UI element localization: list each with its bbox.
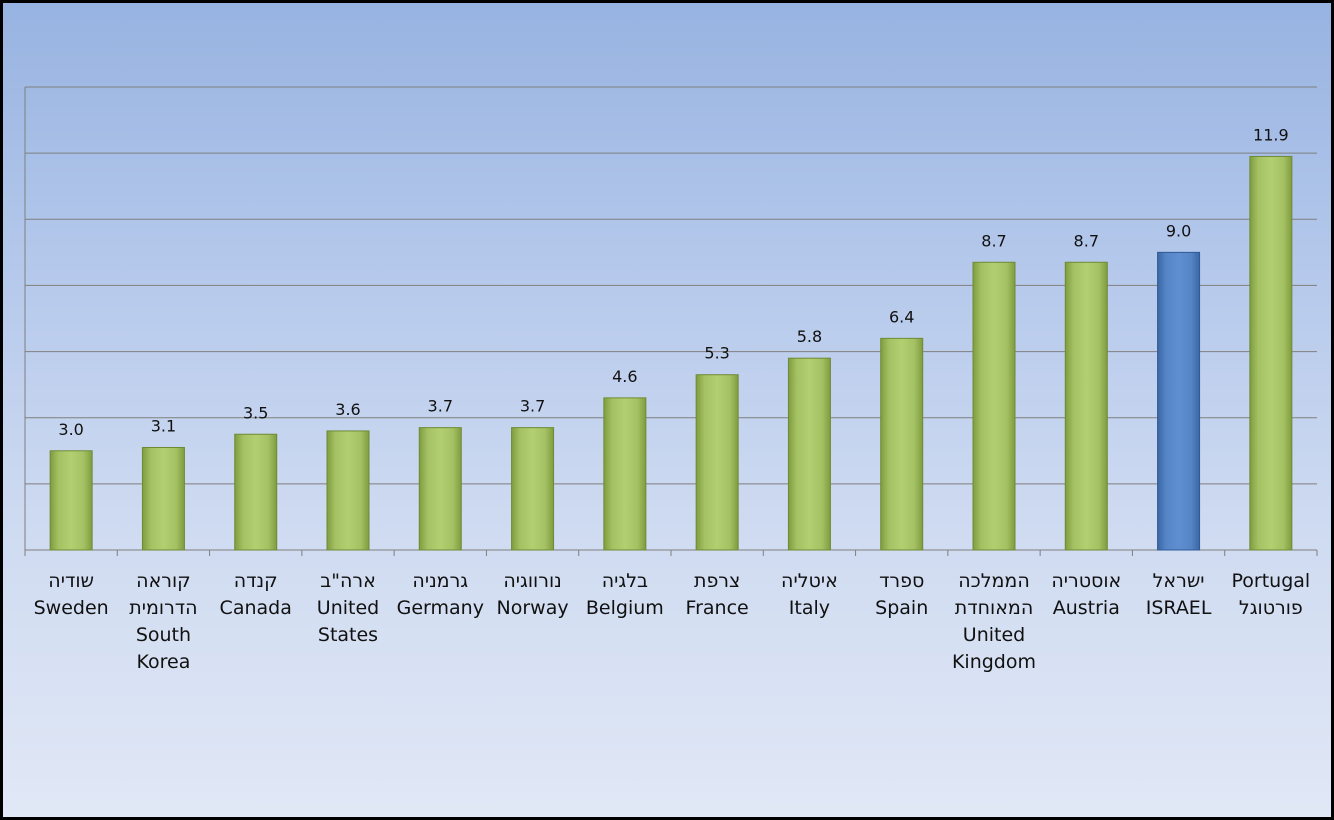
category-label: איטליה xyxy=(781,570,838,592)
data-label: 3.7 xyxy=(428,397,453,416)
category-label: Portugal xyxy=(1232,570,1311,592)
data-label: 9.0 xyxy=(1166,221,1191,240)
category-label: ספרד xyxy=(879,570,924,592)
data-label: 3.5 xyxy=(243,403,268,422)
data-label: 8.7 xyxy=(981,231,1006,250)
category-label: נורווגיה xyxy=(503,570,561,592)
category-label: שודיה xyxy=(48,570,94,592)
bar xyxy=(326,430,370,551)
category-label: Sweden xyxy=(34,597,109,619)
data-label: 11.9 xyxy=(1253,125,1289,144)
bar xyxy=(418,427,462,551)
category-label: בלגיה xyxy=(602,570,648,592)
bars xyxy=(49,155,1293,551)
gridlines xyxy=(25,86,1317,485)
category-label: Italy xyxy=(789,597,830,619)
x-axis xyxy=(24,87,1318,556)
bar xyxy=(1249,155,1293,551)
category-label: Norway xyxy=(497,597,569,619)
category-label: Canada xyxy=(220,597,292,619)
category-label: Germany xyxy=(397,597,484,619)
bar xyxy=(1157,251,1201,551)
data-label: 3.1 xyxy=(151,416,176,435)
bar xyxy=(49,450,93,551)
data-label: 3.7 xyxy=(520,397,545,416)
bar xyxy=(511,427,555,551)
category-label: צרפת xyxy=(694,570,740,592)
data-label: 5.8 xyxy=(797,327,822,346)
category-label: המאוחדת xyxy=(955,597,1033,619)
data-label: 5.3 xyxy=(704,344,729,363)
category-label: Belgium xyxy=(586,597,664,619)
category-label: France xyxy=(686,597,749,619)
category-label: South xyxy=(136,624,191,646)
category-label: קוראה xyxy=(136,570,191,592)
bar xyxy=(234,433,278,551)
category-label: United xyxy=(963,624,1025,646)
category-label: Kingdom xyxy=(952,651,1036,673)
bar xyxy=(972,261,1016,551)
category-label: Spain xyxy=(875,597,928,619)
category-label: United xyxy=(317,597,379,619)
data-label: 6.4 xyxy=(889,307,914,326)
category-label: ISRAEL xyxy=(1146,597,1212,619)
category-label: אוסטריה xyxy=(1051,570,1121,592)
category-label: הממלכה xyxy=(958,570,1029,592)
category-label: Austria xyxy=(1053,597,1120,619)
category-label: ארה"ב xyxy=(320,570,376,592)
bar xyxy=(141,446,185,551)
data-label: 4.6 xyxy=(612,367,637,386)
category-label: הדרומית xyxy=(129,597,197,619)
category-label: קנדה xyxy=(234,570,278,592)
category-labels: שודיה Sweden קוראה הדרומית South Korea קנדה Can… xyxy=(34,570,1311,673)
category-label: גרמניה xyxy=(412,570,468,592)
bar xyxy=(880,337,924,551)
data-label: 3.0 xyxy=(58,420,83,439)
value-labels: 3.0 3.1 3.5 3.6 3.7 3.7 4.6 5.3 5.8 6.4 8.7 8.7 9.0 1… xyxy=(58,125,1288,438)
category-label: Korea xyxy=(136,651,190,673)
data-label: 3.6 xyxy=(335,400,360,419)
bar xyxy=(603,397,647,551)
bar xyxy=(695,374,739,551)
category-label: ישראל xyxy=(1153,570,1205,592)
category-label: States xyxy=(318,624,378,646)
bar xyxy=(1064,261,1108,551)
category-label: פורטוגל xyxy=(1239,597,1303,619)
bar xyxy=(787,357,831,551)
data-label: 8.7 xyxy=(1074,231,1099,250)
